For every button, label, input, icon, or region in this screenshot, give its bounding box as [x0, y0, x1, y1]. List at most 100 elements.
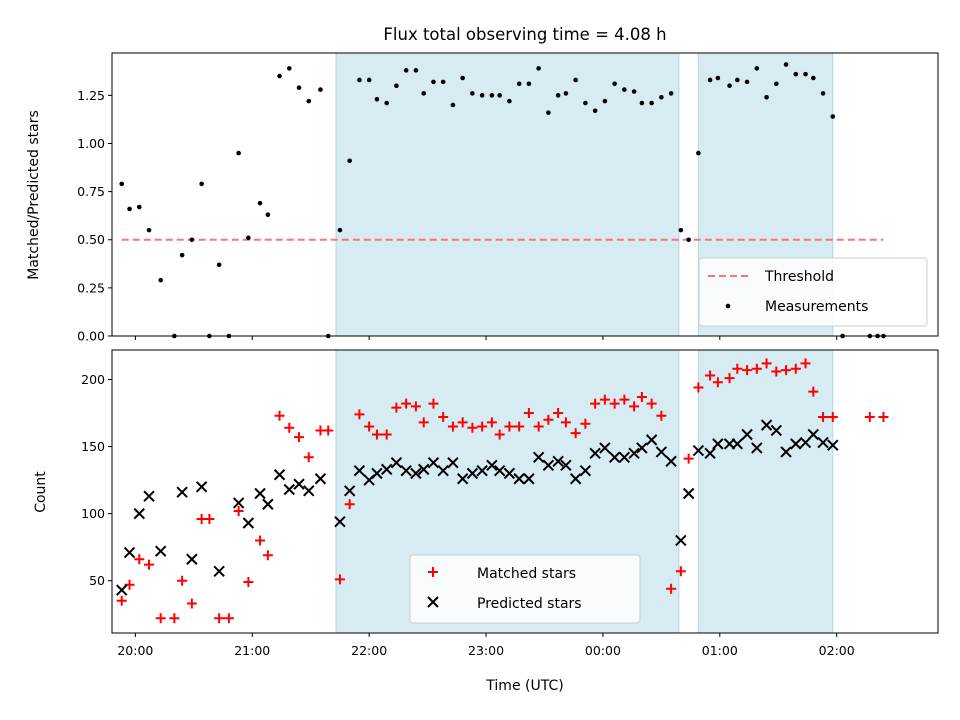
predicted-star-point — [560, 459, 572, 472]
measurement-point — [659, 94, 664, 100]
count-panel: 50 100 150 200 20:00 21:00 22:00 23:00 00:00 01:0… — [33, 349, 939, 694]
measurement-point — [516, 81, 522, 87]
predicted-star-point — [827, 439, 839, 451]
matched-star-point — [590, 398, 601, 409]
predicted-star-point — [704, 447, 716, 459]
y-tick-label: 0.50 — [77, 232, 105, 247]
measurement-point — [536, 66, 541, 71]
measurement-point — [440, 79, 446, 85]
predicted-star-point — [731, 438, 744, 450]
y-tick-label: 0.25 — [77, 280, 105, 295]
predicted-star-point — [665, 455, 677, 468]
predicted-star-point — [343, 485, 356, 497]
measurement-point — [696, 150, 701, 156]
predicted-star-point — [133, 507, 145, 520]
matched-star-point — [467, 422, 478, 433]
ratio-y-axis-label: Matched/Predicted stars — [26, 110, 42, 280]
measurement-point — [573, 77, 578, 83]
matched-star-point — [666, 583, 677, 594]
count-panel-frame — [111, 349, 939, 634]
measurement-point — [678, 227, 684, 233]
predicted-star-point — [780, 446, 792, 458]
matched-star-point — [418, 417, 429, 428]
predicted-star-point — [770, 424, 783, 437]
x-axis-label: Time (UTC) — [485, 678, 563, 694]
matched-star-point — [410, 401, 421, 412]
matched-star-point — [771, 366, 782, 377]
predicted-star-point — [410, 467, 422, 480]
measurement-point — [413, 68, 419, 73]
matched-star-point — [323, 425, 334, 436]
measurement-point — [460, 75, 465, 81]
y-tick-label: 0.75 — [77, 184, 105, 199]
measurement-point — [236, 150, 241, 156]
predicted-star-point — [503, 467, 516, 480]
measurement-point — [497, 93, 502, 98]
measurement-point — [374, 96, 380, 102]
predicted-star-point — [542, 459, 555, 472]
measurement-point — [686, 237, 691, 243]
measurement-point — [403, 68, 409, 73]
matched-star-point — [751, 363, 762, 374]
predicted-star-point — [447, 456, 459, 469]
measurement-point — [735, 77, 740, 83]
observing-window-band — [335, 52, 680, 337]
measurement-point — [526, 81, 532, 87]
predicted-star-point — [303, 485, 315, 497]
matched-star-point — [800, 358, 811, 369]
predicted-star-point — [608, 451, 621, 464]
matched-star-point — [438, 412, 449, 423]
matched-star-point — [683, 453, 694, 464]
predicted-star-point — [817, 436, 829, 449]
predicted-star-point — [760, 419, 773, 431]
measurement-point — [216, 262, 222, 268]
measurement-point — [347, 158, 352, 164]
measurement-point — [639, 100, 645, 106]
predicted-star-point — [692, 444, 705, 457]
predicted-star-point — [456, 473, 469, 485]
matched-star-point — [477, 421, 488, 432]
matched-star-point — [705, 370, 716, 381]
measurement-point — [119, 181, 125, 187]
measurement-point — [450, 102, 456, 108]
measurement-point — [744, 79, 750, 85]
predicted-star-point — [143, 490, 155, 502]
matched-star-point — [354, 409, 365, 420]
matched-star-point — [781, 365, 792, 376]
measurement-point — [421, 91, 426, 96]
measurement-point — [366, 77, 372, 83]
measurement-point — [257, 200, 263, 206]
measurement-point — [318, 87, 323, 92]
predicted-star-point — [790, 438, 802, 450]
predicted-star-point — [195, 481, 208, 493]
measurement-point — [612, 81, 617, 87]
measurements-legend-label: Measurements — [765, 299, 868, 315]
measurement-point — [136, 204, 142, 210]
measurement-point — [394, 83, 399, 89]
matched-star-point — [560, 417, 571, 428]
matched-star-point — [214, 613, 225, 624]
count-legend: Matched stars Predicted stars — [409, 554, 641, 624]
measurement-point — [546, 110, 551, 115]
matched-legend-label: Matched stars — [477, 566, 576, 582]
matched-star-point — [712, 377, 723, 388]
measurement-point — [337, 227, 343, 233]
measurement-point — [246, 235, 251, 241]
measurement-point — [754, 66, 760, 71]
threshold-legend-label: Threshold — [764, 269, 834, 285]
matched-star-point — [675, 566, 686, 577]
measurement-point — [727, 83, 732, 89]
x-tick-label: 23:00 — [468, 643, 504, 658]
measurement-point — [793, 71, 799, 77]
ratio-panel-frame — [111, 52, 939, 337]
matched-star-point — [790, 363, 801, 374]
predicted-star-point — [353, 465, 366, 477]
matched-star-point — [514, 421, 525, 432]
predicted-star-point — [154, 545, 167, 557]
predicted-star-point — [116, 584, 128, 596]
predicted-star-point — [254, 487, 266, 500]
predicted-star-point — [552, 455, 564, 468]
matched-star-point — [204, 513, 215, 524]
predicted-star-point — [675, 534, 687, 547]
measurement-point — [555, 93, 561, 98]
